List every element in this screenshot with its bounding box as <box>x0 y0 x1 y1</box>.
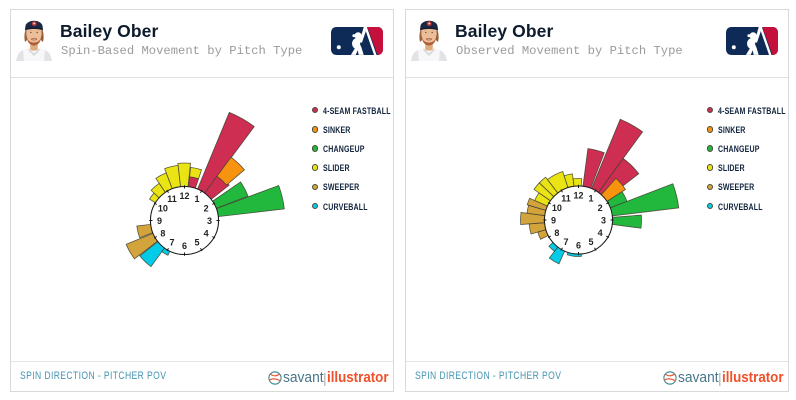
svg-text:9: 9 <box>551 215 556 225</box>
svg-text:12: 12 <box>179 191 189 201</box>
svg-text:4: 4 <box>204 228 209 238</box>
svg-text:12: 12 <box>573 190 583 200</box>
svg-text:6: 6 <box>182 241 187 251</box>
svg-text:3: 3 <box>207 216 212 226</box>
svg-text:9: 9 <box>157 216 162 226</box>
svg-text:11: 11 <box>167 194 177 204</box>
svg-text:6: 6 <box>576 240 581 250</box>
svg-text:10: 10 <box>158 203 168 213</box>
svg-text:7: 7 <box>169 237 174 247</box>
svg-text:11: 11 <box>561 194 571 204</box>
svg-text:1: 1 <box>588 194 593 204</box>
svg-text:5: 5 <box>588 237 593 247</box>
svg-text:8: 8 <box>554 228 559 238</box>
svg-text:2: 2 <box>204 203 209 213</box>
svg-text:8: 8 <box>160 228 165 238</box>
svg-text:1: 1 <box>194 194 199 204</box>
svg-text:4: 4 <box>598 228 603 238</box>
svg-text:10: 10 <box>552 203 562 213</box>
svg-text:3: 3 <box>601 215 606 225</box>
svg-text:2: 2 <box>598 203 603 213</box>
svg-text:7: 7 <box>563 237 568 247</box>
svg-text:5: 5 <box>194 237 199 247</box>
